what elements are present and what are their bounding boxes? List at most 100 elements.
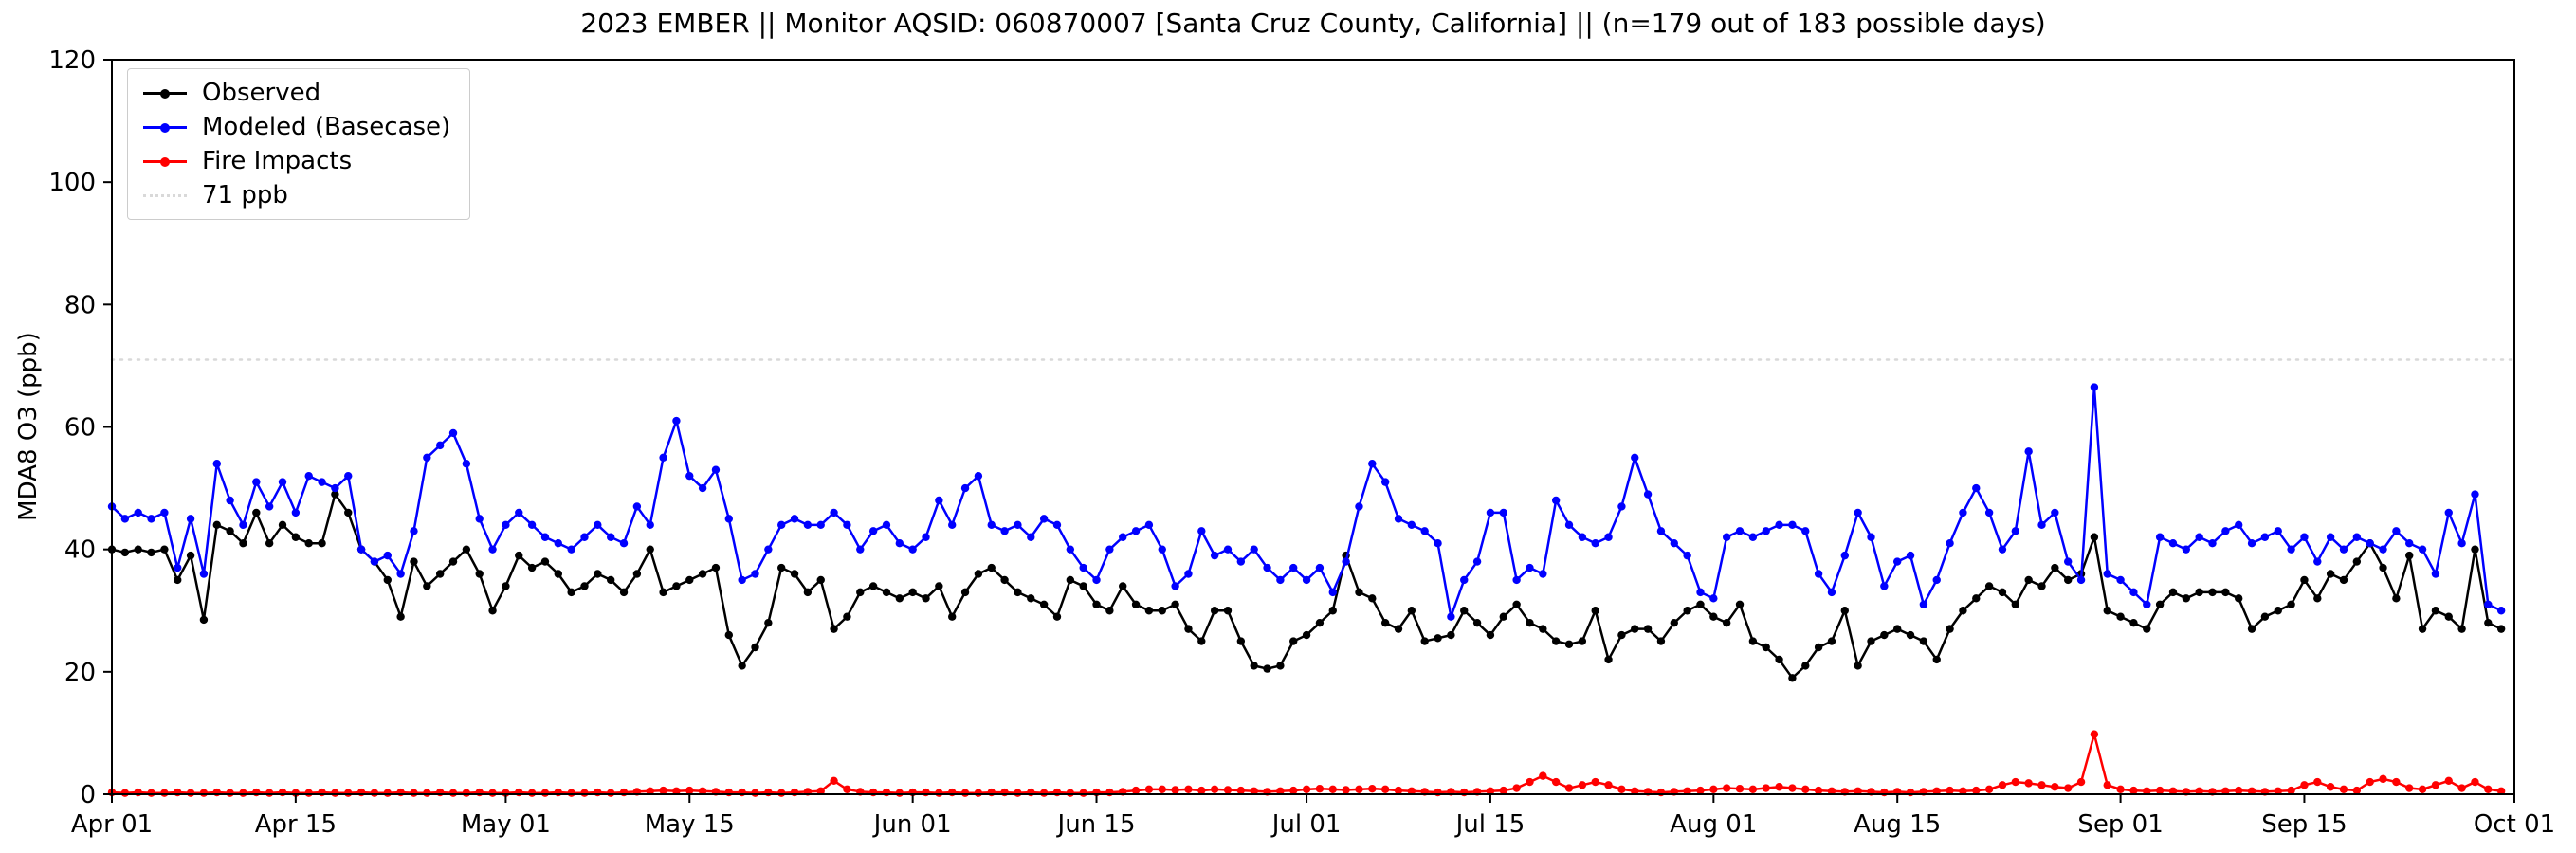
series-marker [1683,551,1691,560]
series-marker [2247,787,2256,795]
series-marker [895,594,904,603]
series-marker [1656,788,1666,797]
series-marker [1066,545,1075,554]
series-marker [1643,490,1653,499]
legend-label-threshold: 71 ppb [202,181,288,209]
series-marker [738,788,746,797]
series-marker [2313,594,2322,603]
series-marker [987,788,996,797]
series-marker [212,788,221,797]
series-marker [698,787,707,795]
series-marker [868,582,878,590]
series-marker [475,788,484,797]
series-marker [1998,781,2007,789]
series-marker [987,563,996,572]
series-marker [816,575,825,585]
series-marker [646,545,654,554]
series-marker [1709,785,1718,794]
series-marker [1854,508,1862,517]
series-marker [1591,777,1599,787]
x-tick-label: Sep 15 [2261,810,2347,839]
series-marker [1512,575,1521,585]
series-marker [147,548,155,557]
series-marker [1355,588,1363,597]
x-tick-label: Sep 01 [2077,810,2163,839]
series-marker [1210,607,1219,615]
series-marker [1079,582,1087,590]
series-marker [1998,545,2007,554]
series-marker [199,615,209,625]
series-marker [1460,607,1469,615]
series-marker [1814,570,1823,578]
series-marker [1066,575,1075,585]
series-marker [1827,588,1836,597]
series-marker [960,588,970,597]
series-marker [304,789,313,797]
series-marker [619,788,629,797]
series-marker [1578,533,1587,541]
series-marker [2090,383,2099,391]
series-marker [435,788,445,797]
series-marker [1223,786,1233,794]
series-marker [1892,625,1902,633]
series-marker [1814,643,1823,652]
series-marker [1919,600,1928,608]
series-marker [776,563,786,572]
series-marker [1158,545,1166,554]
plot-frame [111,59,2515,795]
series-marker [1105,788,1114,797]
series-marker [2221,787,2230,795]
series-marker [1854,787,1862,795]
series-marker [1788,674,1797,682]
series-marker [1066,789,1075,797]
series-marker [2418,785,2427,794]
series-marker [1394,786,1403,795]
series-marker [2116,612,2125,621]
series-marker [935,582,943,590]
x-tick-label: Apr 01 [71,810,153,839]
series-marker [1631,453,1639,462]
x-tick-label: Aug 01 [1670,810,1757,839]
x-tick-label: May 01 [461,810,551,839]
series-marker [830,625,838,633]
series-marker [1276,662,1285,670]
legend-label-observed: Observed [202,79,321,107]
series-marker [2313,777,2322,787]
x-tick-label: Aug 15 [1854,810,1941,839]
series-marker [1762,784,1770,792]
series-marker [396,570,405,578]
series-marker [1000,788,1009,797]
series-marker [396,612,405,621]
series-marker [843,520,851,530]
series-marker [540,557,550,566]
series-marker [2221,527,2230,535]
series-marker [1250,662,1258,670]
legend-line-fire-icon [143,156,187,167]
series-marker [2195,787,2203,795]
series-marker [1735,527,1745,535]
series-marker [1512,600,1521,608]
legend-label-fire: Fire Impacts [202,147,353,175]
series-marker [1158,785,1166,794]
series-marker [1355,785,1363,794]
series-marker [2471,490,2479,499]
series-marker [2076,777,2086,787]
series-marker [1407,607,1416,615]
series-marker [2011,600,2020,608]
series-marker [1604,781,1613,789]
series-marker [199,789,209,797]
series-marker [935,496,943,505]
series-marker [1420,527,1429,535]
series-marker [318,539,326,548]
series-marker [527,520,537,530]
series-marker [776,520,786,530]
series-marker [856,545,865,554]
series-marker [278,520,287,530]
series-marker [1184,785,1193,794]
series-marker [186,551,195,560]
series-marker [1039,515,1049,523]
series-marker [344,508,353,517]
series-marker [1854,662,1862,670]
series-marker [370,557,379,566]
series-marker [2155,600,2165,608]
